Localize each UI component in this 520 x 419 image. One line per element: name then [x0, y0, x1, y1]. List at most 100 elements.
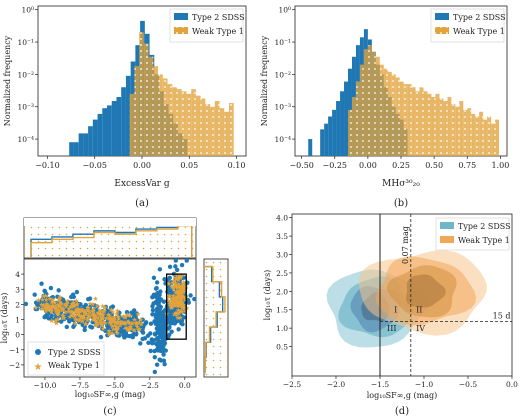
point-weak1: ★ — [115, 318, 121, 326]
point-weak1: ★ — [176, 289, 182, 297]
point-type2 — [79, 307, 84, 313]
point-weak1: ★ — [181, 281, 187, 289]
point-weak1: ★ — [177, 286, 183, 294]
point-type2 — [105, 317, 111, 323]
point-weak1: ★ — [170, 285, 176, 293]
bar-type2 — [83, 133, 89, 156]
point-weak1: ★ — [177, 287, 183, 295]
bar-weak1-hatch — [399, 81, 404, 156]
point-weak1: ★ — [77, 308, 83, 316]
bar-type2 — [111, 101, 117, 156]
point-weak1: ★ — [101, 308, 107, 316]
quadrant-label-4: IV — [416, 324, 425, 333]
point-type2 — [23, 301, 29, 307]
point-weak1: ★ — [84, 307, 90, 315]
point-weak1: ★ — [127, 323, 133, 331]
point-type2 — [110, 326, 116, 331]
point-type2 — [168, 318, 174, 323]
point-weak1: ★ — [106, 315, 112, 323]
point-weak1: ★ — [90, 307, 96, 315]
point-weak1: ★ — [178, 308, 184, 316]
point-type2 — [182, 294, 187, 299]
point-type2 — [149, 337, 154, 342]
point-type2 — [93, 314, 98, 319]
point-weak1: ★ — [177, 297, 183, 305]
point-weak1: ★ — [84, 317, 90, 325]
point-weak1: ★ — [57, 303, 63, 311]
point-weak1: ★ — [64, 300, 70, 308]
point-weak1: ★ — [134, 323, 140, 331]
point-type2 — [101, 314, 106, 319]
point-weak1: ★ — [72, 301, 78, 309]
point-type2 — [135, 324, 140, 330]
point-weak1: ★ — [173, 301, 179, 309]
point-type2 — [160, 331, 166, 337]
point-weak1: ★ — [99, 313, 105, 321]
bar-weak1-hatch — [195, 95, 201, 156]
point-type2 — [157, 292, 162, 298]
legend-label-weak1: Weak Type 1 — [453, 27, 505, 36]
point-type2 — [105, 333, 110, 338]
point-weak1: ★ — [114, 310, 120, 318]
point-type2 — [71, 294, 77, 300]
point-weak1: ★ — [110, 326, 116, 334]
point-weak1: ★ — [180, 286, 186, 294]
point-weak1: ★ — [131, 316, 137, 324]
point-weak1: ★ — [182, 296, 188, 304]
point-type2 — [34, 306, 40, 312]
point-weak1: ★ — [72, 308, 78, 316]
point-weak1: ★ — [177, 298, 183, 306]
y-tick-label: 10⁰ — [21, 6, 34, 15]
point-type2 — [70, 314, 75, 319]
point-weak1: ★ — [59, 305, 65, 313]
point-weak1: ★ — [94, 318, 100, 326]
point-weak1: ★ — [169, 300, 175, 308]
point-weak1: ★ — [173, 275, 179, 283]
point-weak1: ★ — [71, 303, 77, 311]
point-weak1: ★ — [100, 308, 106, 316]
point-type2 — [117, 310, 122, 316]
point-weak1: ★ — [167, 300, 173, 308]
point-type2 — [142, 322, 147, 328]
point-weak1: ★ — [94, 322, 100, 330]
point-weak1: ★ — [177, 294, 183, 302]
point-type2 — [134, 311, 140, 316]
bar-weak1-hatch — [351, 96, 356, 156]
point-weak1: ★ — [133, 319, 139, 327]
point-type2 — [68, 317, 73, 322]
point-weak1: ★ — [182, 283, 188, 291]
point-type2 — [172, 319, 177, 324]
point-type2 — [158, 325, 163, 330]
point-weak1: ★ — [110, 317, 116, 325]
point-type2 — [140, 326, 145, 332]
point-weak1: ★ — [176, 283, 182, 291]
point-type2 — [60, 302, 65, 307]
point-weak1: ★ — [87, 300, 93, 308]
y-tick-label: 10⁻³ — [17, 103, 34, 112]
point-type2 — [82, 327, 87, 333]
point-weak1: ★ — [174, 295, 180, 303]
bar-weak1-hatch — [467, 108, 472, 156]
point-weak1: ★ — [131, 326, 137, 334]
point-type2 — [152, 293, 157, 299]
point-weak1: ★ — [173, 274, 179, 282]
point-type2 — [148, 321, 154, 326]
point-type2 — [49, 317, 54, 322]
bar-weak1-hatch — [375, 56, 380, 156]
point-weak1: ★ — [178, 299, 184, 307]
bar-weak1-hatch — [139, 32, 144, 156]
point-weak1: ★ — [122, 314, 128, 322]
point-weak1: ★ — [110, 318, 116, 326]
y-tick-label: 3.0 — [276, 251, 288, 260]
point-type2 — [167, 325, 172, 330]
bar-type2 — [88, 126, 93, 156]
caption-b: (b) — [394, 198, 408, 209]
bar-weak1-hatch — [200, 98, 206, 156]
point-weak1: ★ — [112, 319, 118, 327]
y-tick-label: 1 — [15, 316, 20, 325]
point-type2 — [71, 307, 76, 313]
x-tick-label: −1.5 — [371, 380, 389, 389]
point-weak1: ★ — [55, 316, 61, 324]
legend-label-type2: Type 2 SDSS — [192, 13, 245, 22]
point-type2 — [167, 332, 172, 338]
